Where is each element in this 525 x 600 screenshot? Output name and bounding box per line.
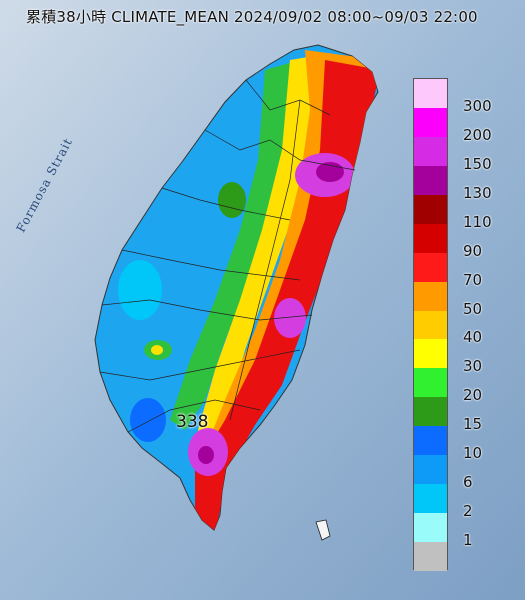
legend-label: 1	[463, 531, 473, 550]
legend-label: 150	[463, 154, 492, 173]
legend-swatch	[414, 542, 447, 571]
rainfall-legend: 300 200 150 130 110 90 70 50 40 30 20 15 10 6 2 1	[413, 78, 523, 571]
county-boundaries	[99, 79, 356, 433]
legend-swatch	[414, 281, 447, 311]
legend-color-scale	[413, 78, 448, 571]
legend-label: 10	[463, 444, 483, 463]
legend-label: 200	[463, 125, 492, 144]
legend-swatch	[414, 79, 447, 108]
legend-label: 130	[463, 183, 492, 202]
legend-label: 20	[463, 386, 483, 405]
legend-label: 50	[463, 299, 483, 318]
map-title: 累積38小時 CLIMATE_MEAN 2024/09/02 08:00~09/…	[26, 8, 478, 26]
legend-label: 90	[463, 241, 483, 260]
legend-swatch	[414, 165, 447, 195]
legend-label: 300	[463, 96, 492, 115]
rain-zone-purple-south	[198, 446, 214, 464]
rain-zone-yellow-west	[151, 345, 163, 355]
legend-label: 110	[463, 212, 492, 231]
legend-swatch	[414, 513, 447, 542]
legend-label: 6	[463, 473, 473, 492]
legend-label: 30	[463, 357, 483, 376]
legend-swatch	[414, 194, 447, 224]
rain-zone-blue-south	[130, 398, 166, 442]
legend-label: 70	[463, 270, 483, 289]
rain-zone-green	[170, 60, 300, 430]
rain-zone-magenta-central	[274, 298, 306, 338]
legend-labels: 300 200 150 130 110 90 70 50 40 30 20 15 10 6 2 1	[463, 78, 523, 570]
legend-label: 15	[463, 415, 483, 434]
legend-swatch	[414, 136, 447, 166]
offshore-island	[315, 519, 331, 541]
legend-label: 40	[463, 328, 483, 347]
legend-swatch	[414, 426, 447, 456]
legend-swatch	[414, 107, 447, 137]
rain-zone-yellow	[198, 55, 320, 440]
legend-swatch	[414, 397, 447, 427]
legend-swatch	[414, 252, 447, 282]
rain-zone-darkgreen-north	[218, 182, 246, 218]
legend-swatch	[414, 223, 447, 253]
legend-swatch	[414, 310, 447, 340]
legend-swatch	[414, 484, 447, 514]
max-rainfall-label: 338	[176, 412, 209, 432]
legend-swatch	[414, 339, 447, 369]
legend-swatch	[414, 455, 447, 485]
legend-swatch	[414, 368, 447, 398]
rain-zone-lightblue-west	[118, 260, 162, 320]
legend-label: 2	[463, 502, 473, 521]
rain-zone-purple-core	[316, 162, 344, 182]
